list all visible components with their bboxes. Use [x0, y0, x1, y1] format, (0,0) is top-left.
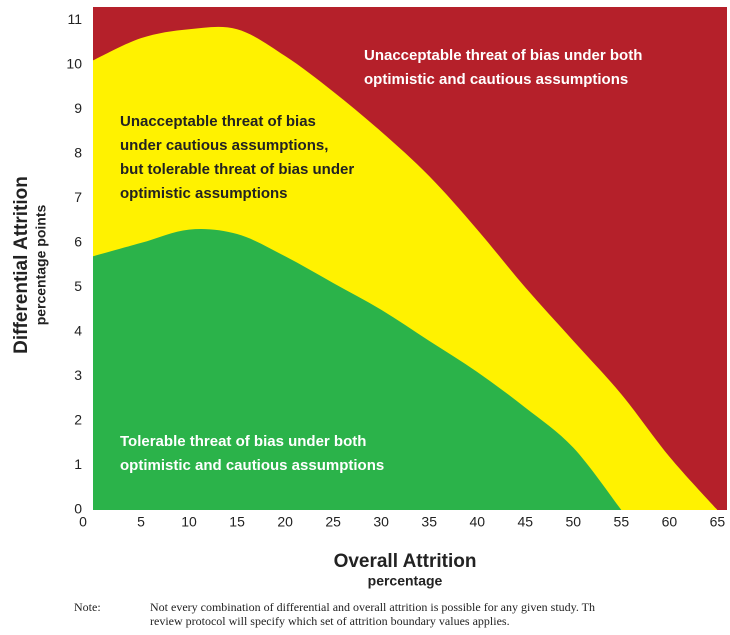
note-text: review protocol will specify which set o… [150, 614, 510, 628]
y-tick-label: 4 [74, 323, 82, 339]
x-tick-label: 65 [710, 514, 726, 530]
x-tick-label: 55 [614, 514, 630, 530]
y-tick-label: 7 [74, 189, 82, 205]
x-tick-label: 5 [137, 514, 145, 530]
y-tick-label: 5 [74, 278, 82, 294]
note-label: Note: [74, 600, 101, 614]
x-tick-label: 45 [517, 514, 533, 530]
annotation: Tolerable threat of bias under both [120, 433, 366, 450]
x-tick-label: 35 [421, 514, 437, 530]
annotation: optimistic and cautious assumptions [364, 71, 628, 88]
x-tick-label: 30 [373, 514, 389, 530]
y-tick-label: 8 [74, 145, 82, 161]
annotation: Unacceptable threat of bias under both [364, 47, 642, 64]
y-tick-label: 2 [74, 412, 82, 428]
y-tick-label: 1 [74, 456, 82, 472]
annotation: but tolerable threat of bias under [120, 161, 354, 178]
annotation: Unacceptable threat of bias [120, 113, 316, 130]
y-axis-label: Differential Attrition [11, 176, 32, 354]
x-tick-label: 50 [566, 514, 582, 530]
y-tick-label: 0 [74, 501, 82, 517]
annotation: optimistic and cautious assumptions [120, 457, 384, 474]
x-tick-label: 15 [229, 514, 245, 530]
x-tick-label: 10 [181, 514, 197, 530]
y-tick-label: 11 [67, 11, 82, 27]
annotation: optimistic assumptions [120, 185, 288, 202]
x-tick-label: 40 [469, 514, 485, 530]
y-tick-label: 3 [74, 367, 82, 383]
x-tick-label: 25 [325, 514, 341, 530]
y-axis-sublabel: percentage points [33, 205, 49, 326]
y-tick-label: 10 [66, 56, 82, 72]
y-tick-label: 6 [74, 234, 82, 250]
x-axis-label: Overall Attrition [334, 551, 477, 572]
x-tick-label: 0 [79, 514, 87, 530]
y-tick-label: 9 [74, 100, 82, 116]
x-tick-label: 60 [662, 514, 678, 530]
area [93, 229, 622, 511]
annotation: under cautious assumptions, [120, 137, 328, 154]
note-text: Not every combination of differential an… [150, 600, 595, 614]
x-axis-sublabel: percentage [368, 573, 443, 589]
x-tick-label: 20 [277, 514, 293, 530]
